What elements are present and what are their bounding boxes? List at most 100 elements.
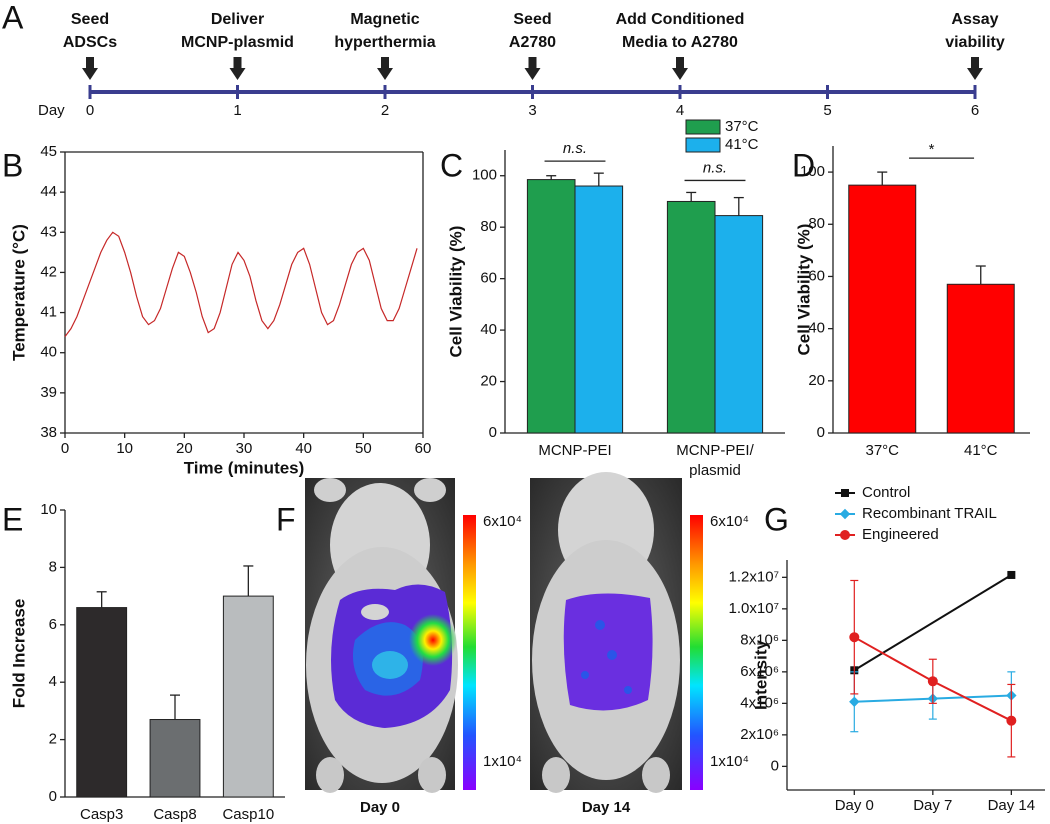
day-number: 1	[233, 102, 241, 119]
day-number: 2	[381, 102, 389, 119]
panel-label: C	[440, 147, 463, 183]
image-caption: Day 14	[582, 799, 631, 816]
y-tick-label: 40	[808, 320, 825, 337]
event-arrow	[229, 57, 246, 80]
x-tick-label: 10	[116, 440, 133, 457]
x-axis-label: Time (minutes)	[184, 458, 305, 477]
y-tick-label: 60	[808, 267, 825, 284]
y-tick-label: 60	[480, 270, 497, 287]
day-number: 0	[86, 102, 94, 119]
day-number: 3	[528, 102, 536, 119]
y-axis-label: Cell Viability (%)	[446, 226, 465, 358]
y-tick-label: 80	[808, 215, 825, 232]
x-tick-label: Casp10	[222, 806, 274, 823]
marker	[1007, 570, 1016, 579]
y-tick-label: 80	[480, 218, 497, 235]
marker	[839, 508, 851, 520]
y-tick-label: 20	[480, 373, 497, 390]
bar	[76, 607, 128, 798]
event-arrow	[672, 57, 688, 80]
colorbar-min: 1x10⁴	[483, 753, 522, 770]
x-tick-label: Casp8	[153, 806, 196, 823]
event-label: ADSCs	[63, 34, 117, 51]
y-axis-label: Intensity	[751, 640, 770, 710]
y-tick-label: 8x10⁶	[740, 631, 779, 648]
annotation: n.s.	[703, 159, 727, 176]
event-label: MCNP-plasmid	[181, 34, 294, 51]
event-label: Assay	[951, 11, 998, 28]
day-label: Day	[38, 102, 65, 119]
mouse-image-day14	[530, 472, 682, 793]
y-tick-label: 41	[40, 304, 57, 321]
y-tick-label: 100	[800, 163, 825, 180]
y-tick-label: 100	[472, 167, 497, 184]
x-tick-label: Day 0	[835, 797, 874, 814]
y-tick-label: 4	[49, 673, 57, 690]
x-tick-label: 60	[415, 440, 432, 457]
x-tick-label: MCNP-PEI	[538, 442, 611, 459]
event-label: Seed	[513, 11, 551, 28]
event-arrow	[967, 57, 983, 80]
y-tick-label: 2	[49, 731, 57, 748]
y-tick-label: 1.2x10⁷	[729, 568, 779, 585]
marker	[841, 489, 849, 497]
event-label: Add Conditioned	[616, 11, 745, 28]
y-axis-label: Fold Increase	[9, 599, 28, 709]
y-tick-label: 39	[40, 384, 57, 401]
y-tick-label: 8	[49, 558, 57, 575]
x-tick-label: Day 14	[988, 797, 1036, 814]
x-tick-label: 37°C	[865, 442, 899, 459]
y-tick-label: 20	[808, 372, 825, 389]
colorbar-min: 1x10⁴	[710, 753, 749, 770]
bar	[222, 595, 274, 798]
colorbar	[690, 515, 703, 790]
line	[853, 574, 1012, 672]
annotation: *	[929, 141, 935, 158]
x-tick-label: 0	[61, 440, 69, 457]
bar	[666, 200, 716, 434]
marker	[927, 676, 938, 687]
event-label: Media to A2780	[622, 34, 738, 51]
x-tick-label: 20	[176, 440, 193, 457]
marker	[849, 632, 860, 643]
bar	[848, 184, 917, 434]
event-label: Magnetic	[350, 11, 419, 28]
x-tick-label: Casp3	[80, 806, 123, 823]
y-tick-label: 0	[489, 424, 497, 441]
annotation: n.s.	[563, 140, 587, 157]
colorbar	[463, 515, 476, 790]
event-label: hyperthermia	[334, 34, 435, 51]
legend-label: Control	[862, 484, 910, 501]
line	[64, 231, 418, 338]
y-tick-label: 0	[817, 424, 825, 441]
y-tick-label: 38	[40, 424, 57, 441]
bar	[526, 179, 576, 434]
y-tick-label: 43	[40, 223, 57, 240]
event-arrow	[82, 57, 98, 80]
marker	[1006, 715, 1017, 726]
y-axis-label: Temperature (°C)	[9, 224, 28, 361]
event-label: viability	[945, 34, 1005, 51]
panel-label: F	[276, 501, 296, 537]
y-axis-label: Cell Viability (%)	[794, 224, 813, 356]
legend-label: Engineered	[862, 526, 939, 543]
day-number: 5	[823, 102, 831, 119]
bar	[946, 283, 1015, 434]
legend-swatch	[685, 119, 721, 135]
panel-label: A	[2, 0, 24, 35]
x-tick-label: 30	[236, 440, 253, 457]
image-caption: Day 0	[360, 799, 400, 816]
legend-swatch	[685, 137, 721, 153]
x-tick-label: MCNP-PEI/plasmid	[676, 442, 754, 479]
x-tick-label: 50	[355, 440, 372, 457]
bar	[149, 719, 201, 798]
y-tick-label: 44	[40, 183, 57, 200]
y-tick-label: 40	[480, 321, 497, 338]
y-tick-label: 0	[49, 788, 57, 805]
y-tick-label: 6x10⁶	[740, 663, 779, 680]
bar	[714, 215, 764, 434]
x-tick-label: 41°C	[964, 442, 998, 459]
y-tick-label: 40	[40, 344, 57, 361]
event-label: Seed	[71, 11, 109, 28]
